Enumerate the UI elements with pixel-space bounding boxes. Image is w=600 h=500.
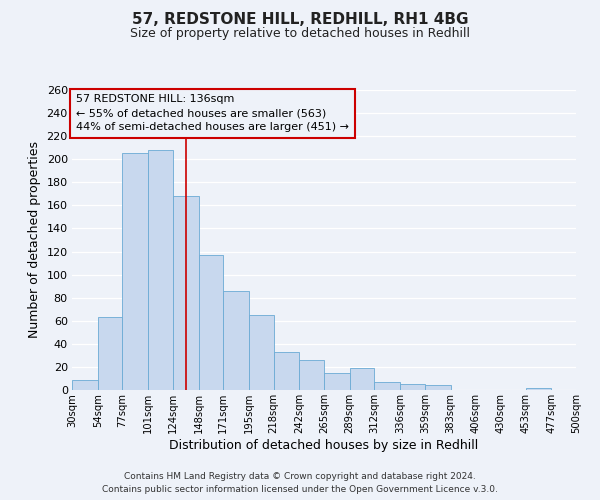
Bar (223, 291, 249, 390)
Bar (324, 372, 350, 390)
Bar (400, 384, 425, 390)
Bar (274, 352, 299, 390)
Bar (98, 318, 122, 390)
Bar (173, 196, 199, 390)
Text: Contains public sector information licensed under the Open Government Licence v.: Contains public sector information licen… (102, 484, 498, 494)
Bar (148, 150, 173, 390)
Text: 57 REDSTONE HILL: 136sqm
← 55% of detached houses are smaller (563)
44% of semi-: 57 REDSTONE HILL: 136sqm ← 55% of detach… (76, 94, 349, 132)
Bar (249, 315, 274, 390)
Text: Size of property relative to detached houses in Redhill: Size of property relative to detached ho… (130, 28, 470, 40)
Text: Contains HM Land Registry data © Crown copyright and database right 2024.: Contains HM Land Registry data © Crown c… (124, 472, 476, 481)
Bar (122, 154, 148, 390)
X-axis label: Distribution of detached houses by size in Redhill: Distribution of detached houses by size … (169, 438, 479, 452)
Bar (72, 380, 98, 390)
Bar (374, 382, 400, 390)
Text: 57, REDSTONE HILL, REDHILL, RH1 4BG: 57, REDSTONE HILL, REDHILL, RH1 4BG (132, 12, 468, 28)
Bar (299, 360, 324, 390)
Bar (425, 386, 451, 390)
Bar (350, 368, 374, 390)
Bar (526, 388, 551, 390)
Y-axis label: Number of detached properties: Number of detached properties (28, 142, 41, 338)
Bar (199, 255, 223, 390)
Bar (576, 388, 600, 390)
